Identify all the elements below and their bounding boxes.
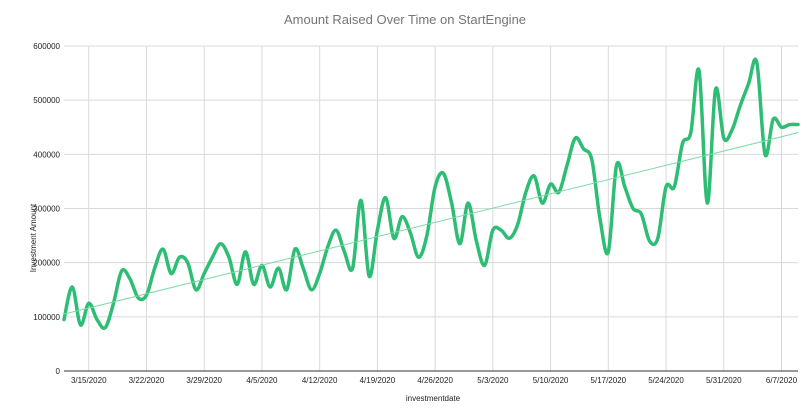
y-tick-label: 100000 — [33, 313, 60, 322]
x-tick-label: 3/22/2020 — [129, 376, 165, 385]
y-tick-label: 200000 — [33, 259, 60, 268]
x-tick-label: 4/12/2020 — [302, 376, 338, 385]
series-layer — [62, 57, 800, 331]
y-axis-ticks: 0 100000 200000 300000 400000 500000 600000 — [33, 42, 60, 376]
y-tick-label: 400000 — [33, 150, 60, 159]
x-tick-label: 5/10/2020 — [533, 376, 569, 385]
series-line — [62, 57, 800, 331]
x-tick-label: 5/17/2020 — [591, 376, 627, 385]
x-tick-label: 3/15/2020 — [71, 376, 107, 385]
y-tick-label: 600000 — [33, 42, 60, 51]
x-tick-label: 5/24/2020 — [648, 376, 684, 385]
x-tick-label: 4/5/2020 — [246, 376, 278, 385]
x-tick-label: 6/7/2020 — [766, 376, 798, 385]
x-axis-label: investmentdate — [406, 394, 461, 403]
x-axis-ticks: 3/15/2020 3/22/2020 3/29/2020 4/5/2020 4/12/… — [71, 376, 798, 385]
gridlines — [64, 45, 798, 372]
chart-title: Amount Raised Over Time on StartEngine — [284, 12, 526, 27]
y-tick-label: 500000 — [33, 96, 60, 105]
y-tick-label: 0 — [56, 367, 61, 376]
trendline — [63, 132, 799, 315]
y-axis-label: Investment Amount — [29, 203, 38, 272]
x-tick-label: 5/31/2020 — [706, 376, 742, 385]
x-tick-label: 4/26/2020 — [417, 376, 453, 385]
x-tick-label: 3/29/2020 — [186, 376, 222, 385]
x-tick-label: 4/19/2020 — [360, 376, 396, 385]
y-tick-label: 300000 — [33, 205, 60, 214]
x-tick-label: 5/3/2020 — [477, 376, 509, 385]
